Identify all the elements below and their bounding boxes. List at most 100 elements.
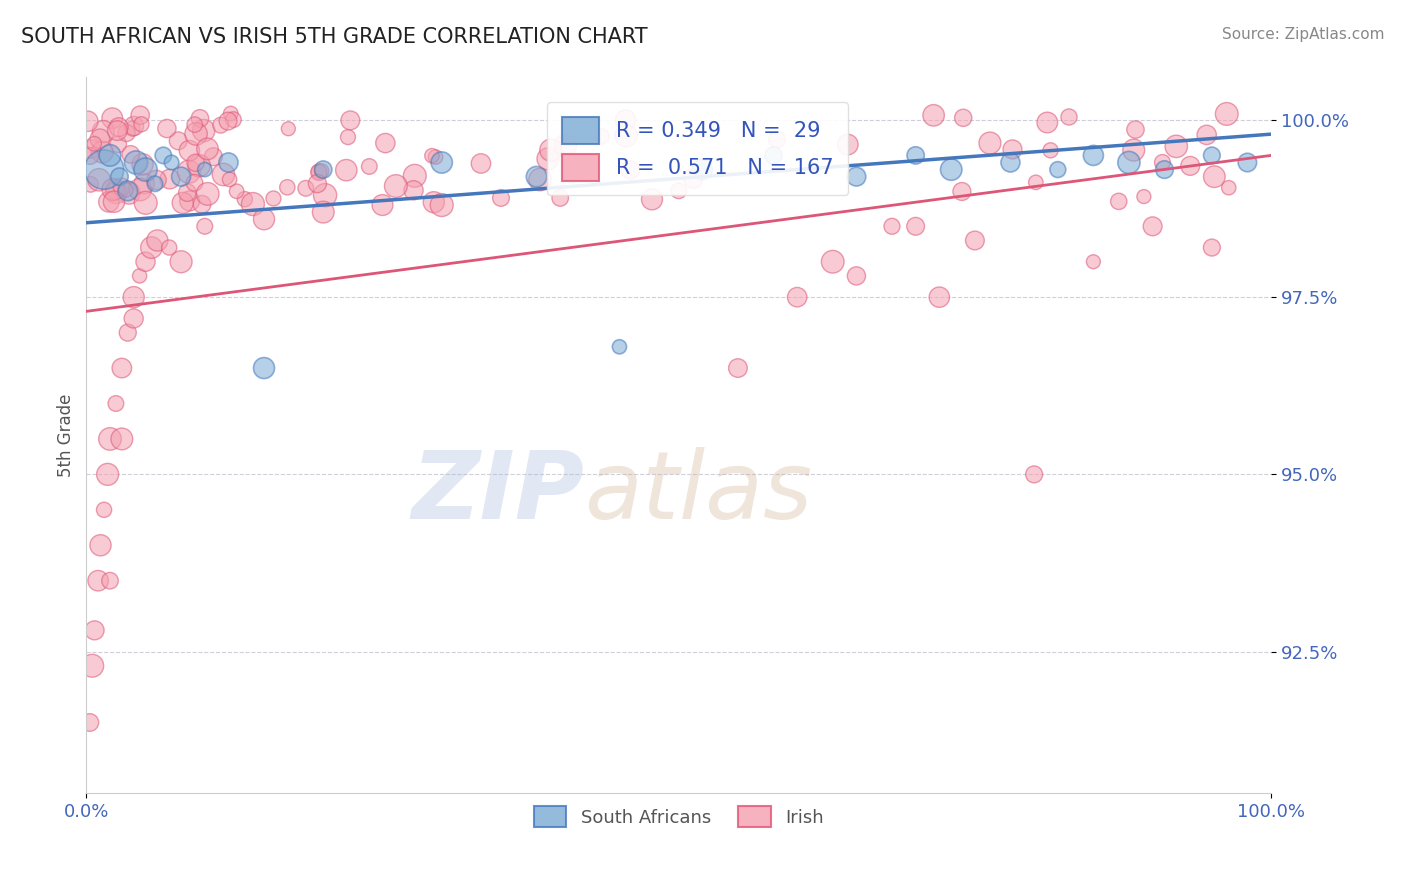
Point xyxy=(904,219,927,234)
Point xyxy=(176,186,198,200)
Point xyxy=(219,106,242,120)
Point xyxy=(430,198,453,212)
Point xyxy=(1218,180,1240,194)
Point xyxy=(183,176,205,190)
Point xyxy=(554,138,576,153)
Point xyxy=(374,136,396,150)
Point xyxy=(692,162,714,177)
Point xyxy=(170,169,193,184)
Point xyxy=(93,125,115,139)
Point xyxy=(762,148,785,162)
Point xyxy=(950,185,973,199)
Point xyxy=(115,126,138,140)
Point xyxy=(253,361,276,376)
Point xyxy=(1039,144,1062,158)
Point xyxy=(845,268,868,283)
Point xyxy=(786,290,808,304)
Point xyxy=(845,169,868,184)
Point xyxy=(93,503,115,517)
Point xyxy=(1046,162,1069,177)
Point xyxy=(170,254,193,268)
Point xyxy=(217,114,239,128)
Point xyxy=(134,177,156,191)
Point xyxy=(682,171,704,186)
Point xyxy=(183,118,205,132)
Point xyxy=(979,136,1001,150)
Point xyxy=(104,182,127,196)
Point xyxy=(107,120,129,135)
Point xyxy=(141,241,163,255)
Point xyxy=(1153,162,1175,177)
Point xyxy=(312,205,335,219)
Point xyxy=(404,169,426,183)
Point xyxy=(668,184,690,198)
Point xyxy=(131,157,153,171)
Point xyxy=(339,113,361,128)
Point xyxy=(159,172,181,186)
Point xyxy=(276,180,298,194)
Point xyxy=(121,121,143,136)
Point xyxy=(108,169,131,184)
Point xyxy=(98,432,121,446)
Point xyxy=(591,129,613,144)
Point xyxy=(79,715,101,730)
Point xyxy=(218,172,240,186)
Point xyxy=(225,184,247,198)
Point xyxy=(143,177,166,191)
Point xyxy=(105,123,128,137)
Point xyxy=(1001,143,1024,157)
Point xyxy=(294,181,316,195)
Point xyxy=(1201,241,1223,255)
Point xyxy=(217,155,239,169)
Point xyxy=(197,186,219,201)
Point xyxy=(91,145,114,159)
Point xyxy=(122,290,145,304)
Point xyxy=(146,234,169,248)
Point xyxy=(157,241,180,255)
Point xyxy=(904,148,927,162)
Point xyxy=(402,183,425,197)
Point xyxy=(167,134,190,148)
Point xyxy=(93,162,115,177)
Point xyxy=(1118,155,1140,169)
Point xyxy=(107,137,129,152)
Point xyxy=(641,192,664,206)
Point xyxy=(1236,155,1258,169)
Point xyxy=(1025,175,1047,189)
Point xyxy=(880,219,903,234)
Point xyxy=(1057,110,1080,124)
Point xyxy=(129,108,152,122)
Point xyxy=(1125,122,1147,136)
Point xyxy=(253,212,276,227)
Point xyxy=(233,192,256,206)
Point xyxy=(179,144,201,158)
Point xyxy=(928,290,950,304)
Point xyxy=(619,162,641,177)
Point xyxy=(197,142,219,156)
Point xyxy=(193,123,215,137)
Point xyxy=(1122,143,1144,157)
Point xyxy=(98,148,121,162)
Point xyxy=(194,162,217,177)
Point xyxy=(160,155,183,169)
Point xyxy=(1216,107,1239,121)
Point xyxy=(191,197,214,211)
Point xyxy=(837,137,859,152)
Point xyxy=(941,162,963,177)
Point xyxy=(115,183,138,197)
Point xyxy=(83,136,105,151)
Point xyxy=(262,191,284,205)
Point xyxy=(122,119,145,133)
Point xyxy=(614,113,637,128)
Point xyxy=(1166,139,1188,153)
Point xyxy=(111,432,134,446)
Point xyxy=(308,165,330,179)
Point xyxy=(766,132,789,146)
Point xyxy=(79,149,101,163)
Point xyxy=(209,118,232,132)
Point xyxy=(120,147,142,161)
Point xyxy=(83,624,105,638)
Text: ZIP: ZIP xyxy=(411,447,583,539)
Point xyxy=(80,142,103,156)
Point xyxy=(821,254,844,268)
